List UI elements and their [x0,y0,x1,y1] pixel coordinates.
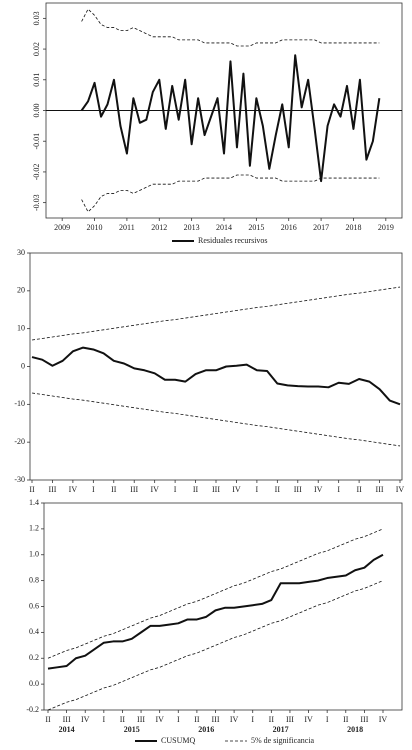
band-line [47,580,384,711]
y-tick-label: 1.4 [29,498,39,507]
x-tick-label: 2018 [345,223,361,232]
x-tick-label: III [294,485,302,494]
y-tick-label: 20 [17,286,25,295]
year-label: 2015 [124,725,140,734]
plot-frame [29,252,403,481]
y-tick-label: 1.2 [29,524,39,533]
x-tick-label: I [337,485,340,494]
y-tick-label: 30 [17,248,25,257]
x-tick-label: IV [304,715,313,724]
x-tick-label: 2012 [151,223,167,232]
y-tick-label: 0.6 [29,601,39,610]
y-tick-label: 0.4 [29,627,39,636]
x-tick-label: 2013 [184,223,200,232]
x-tick-label: III [212,485,220,494]
x-tick-label: II [269,715,275,724]
y-tick-label: 0.02 [32,42,41,56]
y-tick-label: 0.2 [29,653,39,662]
x-tick-label: III [212,715,220,724]
x-tick-label: 2019 [378,223,394,232]
x-tick-label: II [194,715,200,724]
x-tick-label: II [45,715,51,724]
series-line [80,54,381,183]
band-line [81,8,380,47]
x-tick-label: IV [69,485,78,494]
x-tick-label: II [343,715,349,724]
x-tick-label: II [111,485,117,494]
legend-label: CUSUMQ [161,736,195,745]
x-tick-label: I [251,715,254,724]
x-tick-label: II [275,485,281,494]
x-tick-label: III [48,485,56,494]
year-label: 2014 [59,725,75,734]
x-tick-label: 2014 [216,223,232,232]
x-tick-label: 2010 [87,223,103,232]
band-line [31,392,401,447]
x-tick-label: IV [155,715,164,724]
x-tick-label: II [356,485,362,494]
legend-label: 5% de significancia [251,736,315,745]
x-tick-label: I [102,715,105,724]
x-tick-label: IV [379,715,388,724]
band-line [81,174,380,213]
x-tick-label: I [174,485,177,494]
x-tick-label: III [130,485,138,494]
x-tick-label: 2009 [54,223,70,232]
legend-label: Residuales recursivos [198,236,268,245]
x-tick-label: III [360,715,368,724]
y-tick-label: -0.01 [32,133,41,150]
x-tick-label: I [326,715,329,724]
series-line [31,346,401,406]
x-tick-label: I [256,485,259,494]
x-tick-label: IV [81,715,90,724]
y-tick-label: 0.0 [29,679,39,688]
x-tick-label: II [29,485,35,494]
y-tick-label: -30 [14,475,25,484]
y-tick-label: 0.03 [32,11,41,25]
plot-frame [43,502,403,711]
y-tick-label: 10 [17,323,25,332]
x-tick-label: 2015 [248,223,264,232]
x-tick-label: III [63,715,71,724]
x-tick-label: IV [232,485,241,494]
y-tick-label: 0.00 [32,104,41,118]
x-tick-label: IV [150,485,159,494]
x-tick-label: IV [396,485,405,494]
x-tick-label: IV [314,485,323,494]
x-tick-label: III [286,715,294,724]
x-tick-label: 2011 [119,223,135,232]
series-line [47,553,384,670]
x-tick-label: IV [230,715,239,724]
x-tick-label: III [376,485,384,494]
x-tick-label: III [137,715,145,724]
y-tick-label: 0.01 [32,73,41,87]
x-tick-label: II [193,485,199,494]
y-tick-label: 0 [21,361,25,370]
x-tick-label: I [177,715,180,724]
y-tick-label: -10 [14,399,25,408]
y-tick-label: -20 [14,437,25,446]
x-tick-label: II [120,715,126,724]
band-line [47,528,384,659]
y-tick-label: 1.0 [29,550,39,559]
x-tick-label: 2017 [313,223,329,232]
x-tick-label: 2016 [281,223,297,232]
band-line [31,286,401,341]
y-tick-label: -0.02 [32,164,41,181]
y-tick-label: -0.2 [26,705,39,714]
x-tick-label: I [92,485,95,494]
y-tick-label: 0.8 [29,575,39,584]
year-label: 2018 [347,725,363,734]
year-label: 2016 [198,725,214,734]
year-label: 2017 [273,725,289,734]
y-tick-label: -0.03 [32,194,41,211]
